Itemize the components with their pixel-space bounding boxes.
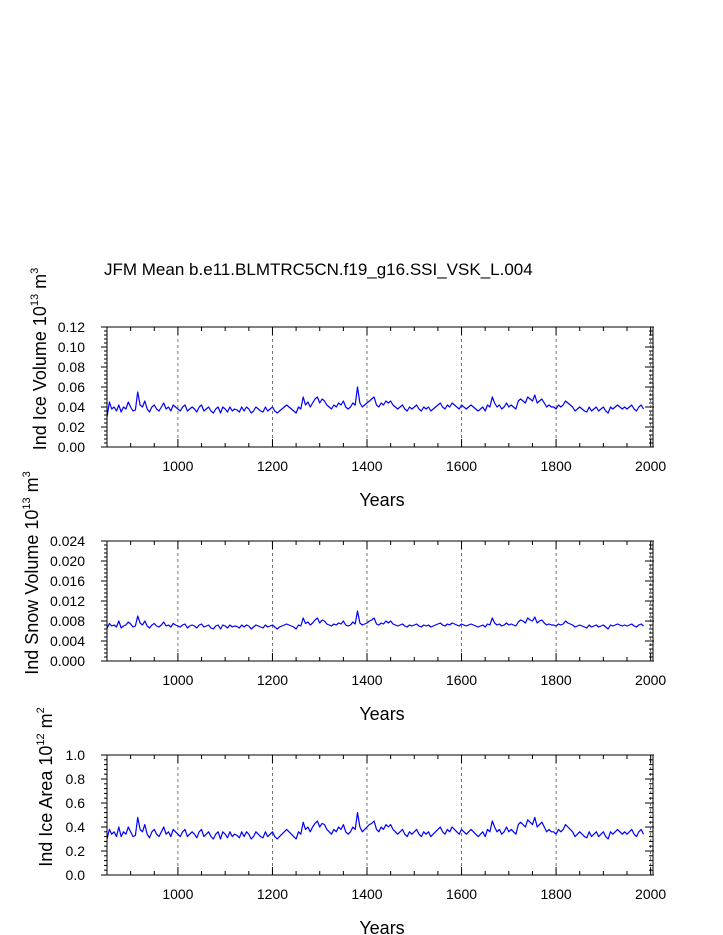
plot-frame xyxy=(106,754,654,876)
y-tick-label: 0.10 xyxy=(58,339,85,355)
y-tick-label: 0.6 xyxy=(66,795,86,811)
plot-frame xyxy=(106,540,654,662)
x-tick-label: 1200 xyxy=(257,886,288,902)
y-tick-label: 0.008 xyxy=(50,613,85,629)
x-tick-label: 1800 xyxy=(541,672,572,688)
chart-panel-2: 1000 1200 1400 1600 1800 2000 0.000 0.004 0.008 0… xyxy=(21,471,666,724)
y-tick-label: 0.8 xyxy=(66,771,86,787)
y-tick-label: 0.004 xyxy=(50,633,85,649)
y-tick-label: 0.012 xyxy=(50,593,85,609)
x-tick-label: 1800 xyxy=(541,458,572,474)
y-tick-label: 0.020 xyxy=(50,553,85,569)
x-axis-label: Years xyxy=(359,490,404,510)
plot-frame xyxy=(106,326,654,448)
y-tick-label: 0.08 xyxy=(58,359,85,375)
x-tick-label: 1000 xyxy=(162,886,193,902)
figure-title: JFM Mean b.e11.BLMTRC5CN.f19_g16.SSI_VSK… xyxy=(104,260,533,279)
x-tick-label: 1000 xyxy=(162,458,193,474)
y-tick-label: 0.000 xyxy=(50,653,85,669)
y-tick-label: 1.0 xyxy=(66,747,86,763)
y-axis-label: Ind Ice Area 1012 m2 xyxy=(35,707,56,866)
y-tick-label: 0.00 xyxy=(58,439,85,455)
x-tick-label: 1600 xyxy=(446,458,477,474)
x-tick-label: 1200 xyxy=(257,672,288,688)
x-tick-label: 1600 xyxy=(446,672,477,688)
x-tick-label: 1600 xyxy=(446,886,477,902)
y-tick-label: 0.06 xyxy=(58,379,85,395)
y-axis-label: Ind Snow Volume 1013 m3 xyxy=(21,471,42,675)
y-tick-label: 0.04 xyxy=(58,399,85,415)
chart-panel-1: 1000 1200 1400 1600 1800 2000 0.00 0.02 0.04 0.06… xyxy=(29,268,666,510)
data-line xyxy=(106,610,644,630)
x-axis-label: Years xyxy=(359,704,404,724)
x-axis-label: Years xyxy=(359,918,404,935)
y-tick-label: 0.02 xyxy=(58,419,85,435)
y-tick-label: 0.024 xyxy=(50,533,85,549)
x-tick-label: 2000 xyxy=(635,886,666,902)
chart-panel-3: 1000 1200 1400 1600 1800 2000 0.0 0.2 0.4 0.6 0.8 1… xyxy=(35,707,666,935)
y-tick-label: 0.2 xyxy=(66,843,86,859)
x-tick-label: 1400 xyxy=(351,672,382,688)
x-tick-label: 1200 xyxy=(257,458,288,474)
y-tick-label: 0.12 xyxy=(58,319,85,335)
x-tick-label: 2000 xyxy=(635,458,666,474)
y-tick-label: 0.016 xyxy=(50,573,85,589)
x-tick-label: 1400 xyxy=(351,458,382,474)
y-tick-label: 0.0 xyxy=(66,867,86,883)
y-axis-label: Ind Ice Volume 1013 m3 xyxy=(29,268,50,450)
y-tick-label: 0.4 xyxy=(66,819,86,835)
x-tick-label: 2000 xyxy=(635,672,666,688)
data-line xyxy=(106,812,645,840)
x-tick-label: 1000 xyxy=(162,672,193,688)
x-tick-label: 1800 xyxy=(541,886,572,902)
data-line xyxy=(106,386,645,418)
x-tick-label: 1400 xyxy=(351,886,382,902)
